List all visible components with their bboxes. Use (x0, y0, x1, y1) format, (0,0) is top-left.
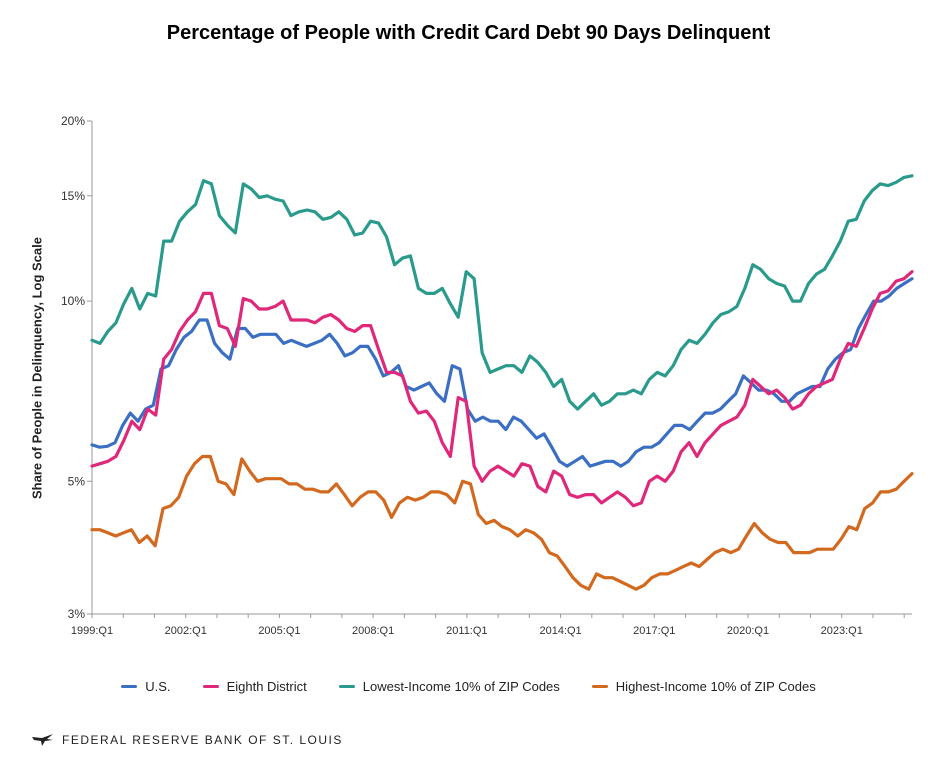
legend-item: U.S. (121, 679, 171, 694)
legend-label: Eighth District (226, 679, 307, 694)
y-tick-label: 20% (61, 114, 85, 128)
x-tick-label: 2020:Q1 (727, 625, 769, 637)
legend-swatch (591, 685, 608, 688)
y-tick-label: 10% (61, 294, 85, 308)
legend-label: U.S. (145, 679, 171, 694)
x-tick-label: 2023:Q1 (821, 625, 863, 637)
chart-legend: U.S. Eighth District Lowest-Income 10% of … (0, 679, 937, 694)
legend-label: Highest-Income 10% of ZIP Codes (615, 679, 816, 694)
chart-axes: 3% 5% 10% 15% 20% 1999:Q1 2002:Q1 2005:Q1 2008:Q… (61, 114, 912, 637)
x-tick-label: 1999:Q1 (71, 625, 113, 637)
series-line-lowest-income-10-of-zip-codes (90, 174, 914, 411)
y-tick-label: 5% (68, 474, 86, 488)
legend-swatch (121, 685, 138, 688)
chart-title: Percentage of People with Credit Card De… (166, 22, 771, 44)
x-tick-label: 2008:Q1 (352, 625, 394, 637)
x-tick-label: 2017:Q1 (633, 625, 675, 637)
legend-swatch (338, 685, 355, 688)
y-axis-label: Share of People in Delinquency, Log Scal… (29, 237, 45, 499)
legend-item: Highest-Income 10% of ZIP Codes (591, 679, 816, 694)
x-tick-label: 2011:Q1 (446, 625, 487, 637)
chart-lines (90, 174, 914, 591)
x-tick-label: 2014:Q1 (539, 625, 581, 637)
legend-item: Lowest-Income 10% of ZIP Codes (338, 679, 560, 694)
series-line-eighth-district (90, 270, 914, 508)
eagle-logo-icon (32, 734, 53, 746)
x-tick-label: 2005:Q1 (258, 625, 300, 637)
y-tick-label: 15% (61, 189, 85, 203)
footer: FEDERAL RESERVE BANK OF ST. LOUIS (32, 733, 343, 747)
series-line-highest-income-10-of-zip-codes (90, 454, 914, 591)
legend-label: Lowest-Income 10% of ZIP Codes (362, 679, 560, 694)
legend-swatch (202, 685, 219, 688)
x-tick-label: 2002:Q1 (165, 625, 207, 637)
y-tick-label: 3% (68, 607, 86, 621)
series-line-u-s (90, 277, 914, 468)
footer-org: FEDERAL RESERVE BANK OF ST. LOUIS (62, 733, 343, 747)
legend-item: Eighth District (202, 679, 307, 694)
